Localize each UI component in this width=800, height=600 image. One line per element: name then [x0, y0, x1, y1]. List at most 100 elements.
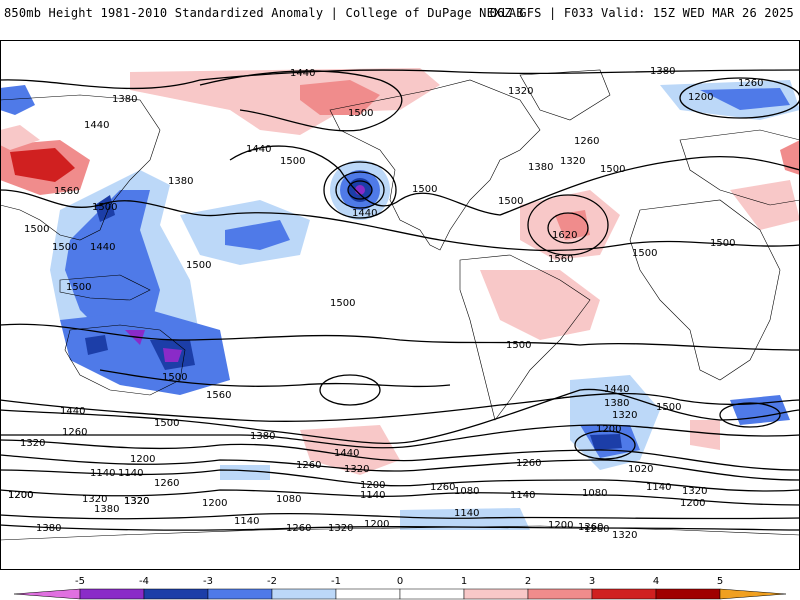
- contour-1440-arctic: [199, 70, 403, 132]
- coast-south-america: [459, 254, 591, 421]
- anomaly-negative-australia-core4: [163, 348, 182, 362]
- coast-europe: [679, 129, 800, 206]
- contour-1380-north: [0, 69, 800, 90]
- contour-1380-south: [0, 424, 800, 449]
- map-title: 850mb Height 1981-2010 Standardized Anom…: [4, 6, 524, 20]
- coast-australia: [64, 324, 186, 396]
- contour-label: 1260: [62, 427, 87, 438]
- contour-label: 1320: [124, 496, 149, 507]
- contour-label: 1440: [290, 68, 315, 79]
- contour-label: 1500: [506, 340, 531, 351]
- contour-label: 1380: [36, 523, 61, 534]
- anomaly-negative-pacific-core: [225, 220, 290, 250]
- contour-label: 1500: [186, 260, 211, 271]
- contour-label: 1260: [430, 482, 455, 493]
- contour-alaska-low-inner: [347, 180, 373, 200]
- contour-label: 1380: [94, 504, 119, 515]
- colorbar-bin-neg3: [207, 588, 273, 600]
- colorbar-tick: 5: [717, 576, 723, 587]
- contour-label: 1320: [612, 530, 637, 541]
- contour-label: 1500: [498, 196, 523, 207]
- colorbar-bin-pos2: [527, 588, 593, 600]
- colorbar-arrow-right: [719, 588, 787, 600]
- contour-label: 1440: [246, 144, 271, 155]
- contour-label: 1500: [154, 418, 179, 429]
- contour-label: 1440: [84, 120, 109, 131]
- contour-label: 1560: [548, 254, 573, 265]
- anomaly-negative-australia-core2: [125, 330, 145, 345]
- contour-label: 1260: [154, 478, 179, 489]
- colorbar-bin-pos4: [655, 588, 721, 600]
- anomaly-negative-antarctic: [220, 465, 270, 480]
- colorbar-tick: 4: [653, 576, 659, 587]
- contour-label: 1140: [234, 516, 259, 527]
- colorbar-bin-pos0: [399, 588, 465, 600]
- contour-label: 1440: [604, 384, 629, 395]
- colorbar-tick: 2: [525, 576, 531, 587]
- contour-label: 1380: [168, 176, 193, 187]
- contour-label: 1500: [412, 184, 437, 195]
- contour-label: 1080: [582, 488, 607, 499]
- anomaly-positive-west: [0, 125, 40, 150]
- anomaly-negative-asia-mid: [65, 190, 160, 340]
- contour-arctic-east-ring: [679, 77, 800, 119]
- colorbar-bin-pos1: [463, 588, 529, 600]
- contour-1320-south: [0, 439, 800, 471]
- contour-label: 1320: [20, 438, 45, 449]
- contour-label: 1380: [604, 398, 629, 409]
- contour-label: 1260: [578, 522, 603, 533]
- colorbar-tick: 1: [461, 576, 467, 587]
- contour-label: 1500: [632, 248, 657, 259]
- contour-label: 1500: [66, 282, 91, 293]
- contour-label: 1440: [60, 406, 85, 417]
- anomaly-map[interactable]: 1440 1380 1260 1200 1380 1440 1320 1500 …: [0, 40, 800, 570]
- colorbar-tick: -1: [331, 576, 341, 587]
- contour-label: 1620: [552, 230, 577, 241]
- colorbar-tick: -3: [203, 576, 213, 587]
- contour-atlantic-high: [527, 194, 609, 256]
- contour-label: 1200: [688, 92, 713, 103]
- contour-1260-south: [0, 454, 800, 481]
- anomaly-positive-siberia-core: [10, 148, 75, 182]
- contour-1260-antarctic: [0, 524, 800, 531]
- colorbar-bin-neg5: [79, 588, 145, 600]
- contour-label: 1500: [52, 242, 77, 253]
- contour-label: 1080: [276, 494, 301, 505]
- coast-indonesia: [59, 274, 151, 301]
- contour-label: 1260: [738, 78, 763, 89]
- anomaly-negative-south-indian: [730, 395, 790, 425]
- contour-label: 1320: [682, 486, 707, 497]
- contour-label: 1440: [90, 242, 115, 253]
- contour-label: 1200: [8, 490, 33, 501]
- contour-label: 1500: [600, 164, 625, 175]
- contour-label: 1200: [680, 498, 705, 509]
- coast-africa: [629, 199, 781, 381]
- contour-1500-eq: [0, 323, 800, 351]
- contour-label: 1200: [364, 519, 389, 530]
- coast-greenland: [519, 69, 611, 121]
- contour-alaska-low-mid: [335, 171, 385, 209]
- anomaly-negative-antarctic2: [400, 508, 530, 530]
- anomaly-positive-arctic: [130, 68, 440, 135]
- contour-label: 1500: [24, 224, 49, 235]
- contour-label-layer: 1440 1380 1260 1200 1380 1440 1320 1500 …: [8, 66, 763, 541]
- contour-label: 1260: [584, 524, 609, 535]
- coast-antarctica: [0, 525, 800, 541]
- contour-label: 1320: [82, 494, 107, 505]
- contour-1500-south: [0, 392, 800, 422]
- anomaly-positive-europe: [730, 180, 800, 230]
- contour-label: 1140: [510, 490, 535, 501]
- contour-label: 1560: [54, 186, 79, 197]
- contour-south-atlantic-low: [574, 430, 636, 460]
- colorbar: -5 -4 -3 -2 -1 0 1 2 3 4 5: [13, 576, 787, 600]
- anomaly-negative-nw: [0, 85, 35, 115]
- contour-1440-south: [0, 388, 800, 445]
- contour-label: 1560: [206, 390, 231, 401]
- colorbar-tick: -2: [267, 576, 277, 587]
- contour-label: 1380: [250, 431, 275, 442]
- anomaly-shading: [0, 68, 800, 530]
- colorbar-arrow-left: [13, 588, 81, 600]
- contour-label: 1200: [202, 498, 227, 509]
- contour-label: 1200: [596, 424, 621, 435]
- contour-label: 1200: [130, 454, 155, 465]
